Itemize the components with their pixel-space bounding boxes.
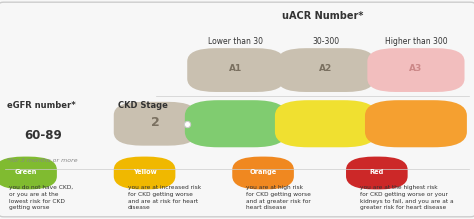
Text: eGFR number*: eGFR number* (7, 101, 76, 110)
Text: *for 3 months or more: *for 3 months or more (7, 158, 78, 163)
Text: Higher than 300: Higher than 300 (384, 37, 447, 46)
FancyBboxPatch shape (187, 48, 284, 92)
FancyBboxPatch shape (367, 48, 465, 92)
Text: you are at high risk
for CKD getting worse
and at greater risk for
heart disease: you are at high risk for CKD getting wor… (246, 185, 311, 210)
Text: 2: 2 (151, 116, 160, 129)
FancyBboxPatch shape (232, 157, 294, 189)
Text: you are at increased risk
for CKD getting worse
and are at risk for heart
diseas: you are at increased risk for CKD gettin… (128, 185, 201, 210)
FancyBboxPatch shape (114, 102, 197, 146)
Text: 60-89: 60-89 (24, 129, 62, 142)
Text: A2: A2 (319, 64, 332, 74)
Text: Yellow: Yellow (133, 169, 156, 175)
FancyBboxPatch shape (185, 100, 287, 147)
Text: uACR Number*: uACR Number* (282, 11, 363, 21)
FancyBboxPatch shape (365, 100, 467, 147)
FancyBboxPatch shape (0, 157, 57, 189)
Text: Lower than 30: Lower than 30 (208, 37, 264, 46)
Text: you are at the highest risk
for CKD getting worse or your
kidneys to fail, and y: you are at the highest risk for CKD gett… (360, 185, 454, 210)
FancyBboxPatch shape (275, 100, 377, 147)
Text: you do not have CKD,
or you are at the
lowest risk for CKD
getting worse: you do not have CKD, or you are at the l… (9, 185, 73, 210)
Text: Orange: Orange (249, 169, 277, 175)
Text: CKD Stage: CKD Stage (118, 101, 168, 110)
Text: 30-300: 30-300 (312, 37, 339, 46)
Text: Green: Green (15, 169, 37, 175)
FancyBboxPatch shape (346, 157, 408, 189)
Text: A3: A3 (410, 64, 422, 74)
Text: A1: A1 (229, 64, 242, 74)
FancyBboxPatch shape (277, 48, 374, 92)
Text: Red: Red (370, 169, 384, 175)
FancyBboxPatch shape (114, 157, 175, 189)
